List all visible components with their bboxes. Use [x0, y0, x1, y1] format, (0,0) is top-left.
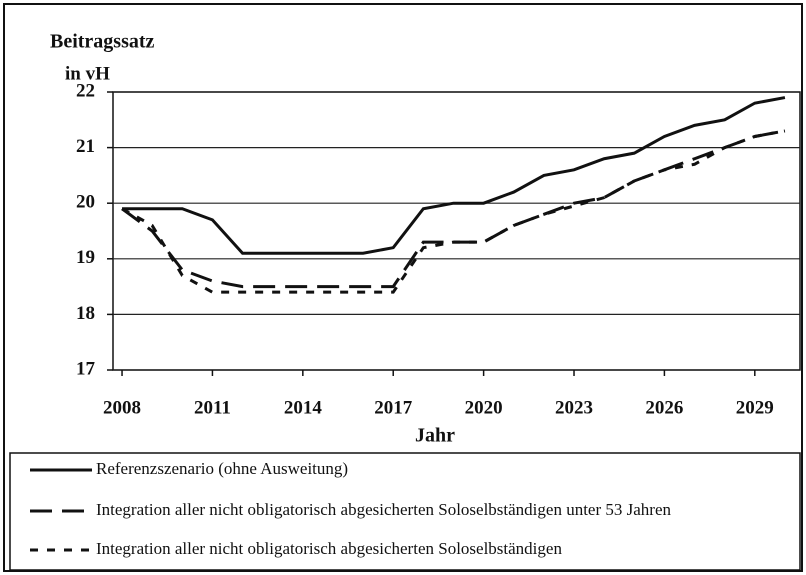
legend-label: Integration aller nicht obligatorisch ab… — [96, 539, 562, 558]
plot-area — [112, 91, 801, 371]
series-line — [121, 129, 786, 289]
x-tick-label: 2020 — [465, 397, 503, 418]
y-tick-label: 21 — [76, 136, 95, 157]
series-line — [122, 96, 786, 255]
x-axis-label: Jahr — [415, 425, 455, 447]
x-tick-label: 2014 — [284, 397, 323, 418]
x-tick-label: 2023 — [555, 397, 593, 418]
legend-label: Referenzszenario (ohne Ausweitung) — [96, 459, 348, 478]
y-tick-label: 19 — [76, 247, 95, 268]
x-tick-label: 2029 — [736, 397, 774, 418]
y-tick-label: 20 — [76, 192, 95, 213]
legend-label: Integration aller nicht obligatorisch ab… — [96, 500, 671, 519]
x-tick-label: 2011 — [194, 397, 231, 418]
y-tick-label: 18 — [76, 303, 95, 324]
legend-box — [9, 452, 801, 571]
y-tick-label: 22 — [76, 80, 95, 101]
x-tick-label: 2026 — [645, 397, 683, 418]
series-line — [121, 129, 786, 294]
y-tick-label: 17 — [76, 358, 96, 379]
x-tick-label: 2017 — [374, 397, 413, 418]
x-tick-label: 2008 — [103, 397, 141, 418]
chart-title: Beitragssatz — [50, 31, 155, 53]
frame — [3, 3, 803, 572]
chart-subtitle: in vH — [65, 63, 110, 84]
